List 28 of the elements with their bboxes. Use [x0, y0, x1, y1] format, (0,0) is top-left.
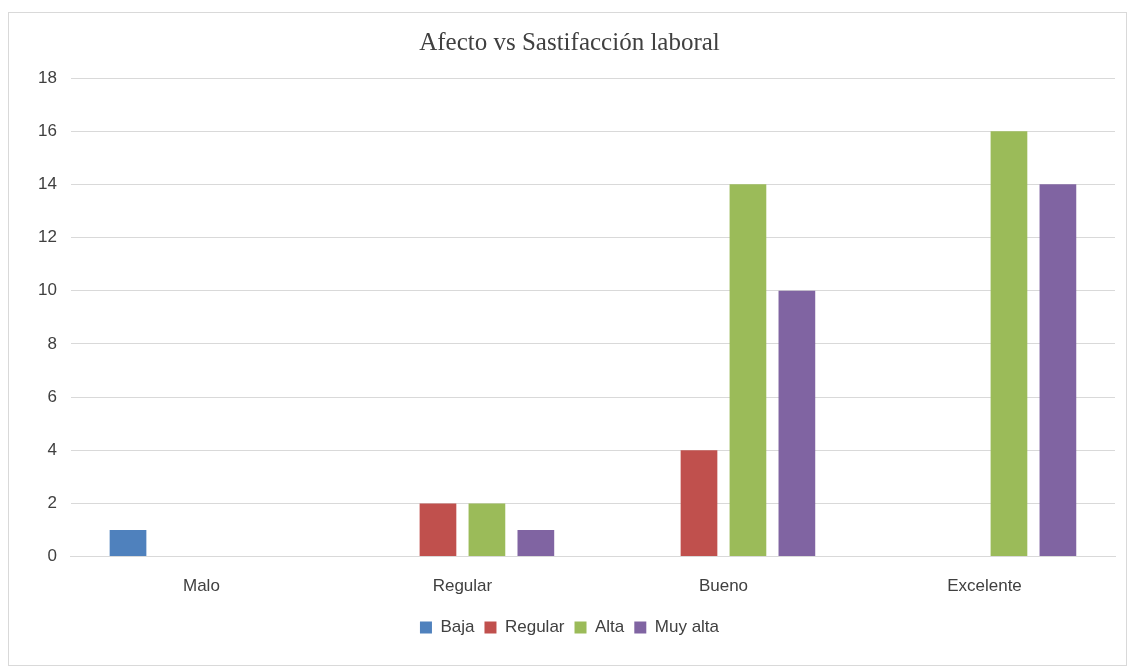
y-tick-label: 16 — [37, 120, 57, 140]
bar — [109, 530, 147, 557]
bar — [1039, 184, 1077, 557]
legend-label: Muy alta — [654, 617, 720, 637]
y-tick-label: 10 — [37, 280, 57, 300]
bar — [680, 450, 718, 557]
bar — [990, 131, 1028, 557]
legend-label: Regular — [504, 617, 565, 637]
bar — [517, 530, 555, 557]
x-tick-label: Malo — [182, 576, 220, 596]
legend-label: Alta — [595, 617, 625, 637]
bar — [729, 184, 767, 557]
chart-title: Afecto vs Sastifacción laboral — [419, 27, 720, 55]
y-tick-label: 2 — [47, 493, 57, 513]
y-tick-label: 18 — [37, 67, 57, 87]
y-tick-label: 0 — [47, 546, 57, 566]
bar — [419, 503, 457, 557]
y-tick-label: 6 — [47, 386, 57, 406]
x-tick-label: Regular — [432, 576, 493, 596]
bar — [468, 503, 506, 557]
y-tick-label: 14 — [37, 174, 57, 194]
bar — [778, 290, 816, 557]
y-tick-label: 4 — [47, 439, 57, 459]
y-tick-label: 8 — [47, 333, 57, 353]
y-tick-label: 12 — [37, 227, 57, 247]
x-tick-label: Bueno — [698, 576, 749, 596]
legend-label: Baja — [440, 617, 476, 637]
x-tick-label: Excelente — [947, 576, 1022, 596]
